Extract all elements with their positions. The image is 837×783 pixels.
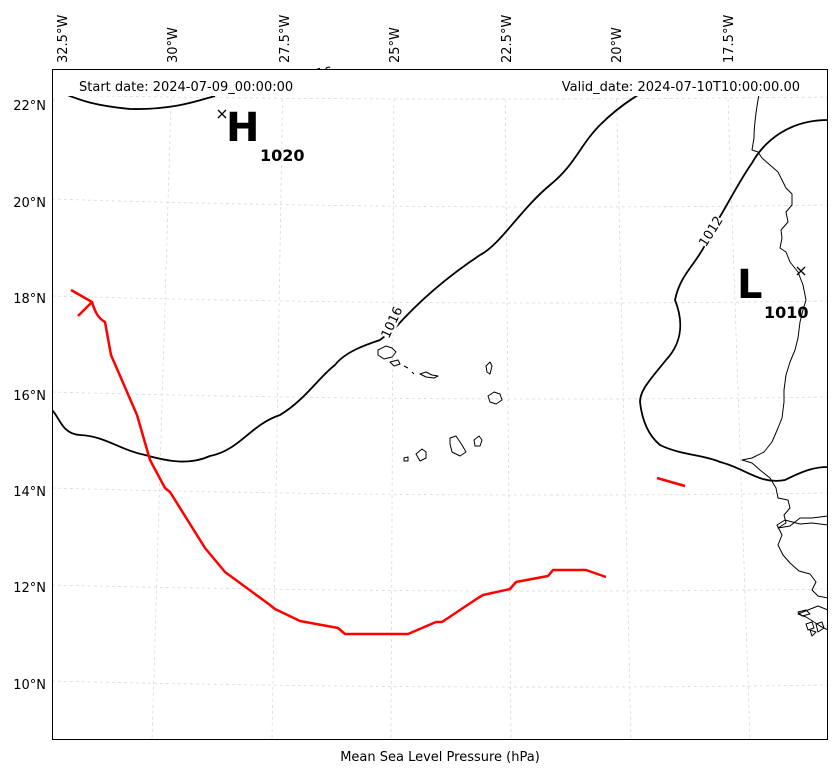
map-frame (52, 69, 828, 740)
lat-tick-22n: 22°N (13, 99, 46, 114)
low-pressure-system: L 1010 (737, 262, 809, 322)
low-pressure-letter: L (737, 262, 763, 308)
storm-track (70, 288, 686, 636)
high-pressure-letter: H (226, 105, 259, 151)
latitude-tick-labels: 22°N 20°N 18°N 16°N 14°N 12°N 10°N (13, 99, 46, 693)
lat-tick-20n: 20°N (13, 196, 46, 211)
isobar-1016-main (52, 69, 683, 463)
isobar-1012 (639, 119, 828, 482)
cape-verde-santo-antao (377, 345, 397, 360)
lon-tick-17-5w: 17.5°W (722, 15, 737, 63)
valid-date-label: Valid_date: 2024-07-10T10:00:00.00 (562, 80, 800, 95)
high-center-marker (217, 109, 227, 119)
cape-verde-brava (403, 456, 409, 462)
high-pressure-system: H 1020 (226, 105, 305, 165)
contour-labels: 1016 1012 1016 (299, 65, 727, 341)
storm-track-main (70, 288, 607, 636)
africa-coastline (741, 69, 828, 631)
lat-tick-16n: 16°N (13, 389, 46, 404)
cape-verde-sal (485, 361, 493, 375)
cape-verde-sao-nicolau (419, 371, 439, 379)
longitude-tick-labels: 32.5°W 30°W 27.5°W 25°W 22.5°W 20°W 17.5… (56, 15, 737, 63)
cape-verde-santa-luzia (403, 365, 415, 375)
x-axis-label: Mean Sea Level Pressure (hPa) (340, 750, 540, 765)
cape-verde-boa-vista (487, 391, 503, 405)
lat-tick-14n: 14°N (13, 485, 46, 500)
lon-tick-22-5w: 22.5°W (500, 15, 515, 63)
guinea-bissau-islands (797, 609, 825, 637)
low-pressure-value: 1010 (764, 303, 809, 322)
contour-label-1012: 1012 (696, 214, 726, 250)
isobar-contours (52, 69, 828, 482)
lon-tick-27-5w: 27.5°W (278, 15, 293, 63)
lat-tick-12n: 12°N (13, 581, 46, 596)
cape-verde-santiago (449, 435, 467, 457)
lon-tick-32-5w: 32.5°W (56, 15, 71, 63)
lon-tick-30w: 30°W (166, 27, 181, 63)
lat-tick-10n: 10°N (13, 678, 46, 693)
lat-tick-18n: 18°N (13, 292, 46, 307)
cape-verde-maio (473, 435, 483, 447)
low-center-marker (796, 266, 806, 276)
coastlines (377, 69, 828, 637)
start-date-label: Start date: 2024-07-09_00:00:00 (79, 80, 293, 95)
storm-track-east-segment (656, 476, 686, 488)
pressure-center-markers (217, 109, 806, 276)
cape-verde-sao-vicente (389, 359, 401, 367)
cape-verde-fogo (415, 448, 427, 462)
graticule (52, 69, 828, 740)
lon-tick-20w: 20°W (610, 27, 625, 63)
high-pressure-value: 1020 (260, 146, 305, 165)
lon-tick-25w: 25°W (388, 27, 403, 63)
contour-label-1016-center: 1016 (379, 305, 407, 341)
